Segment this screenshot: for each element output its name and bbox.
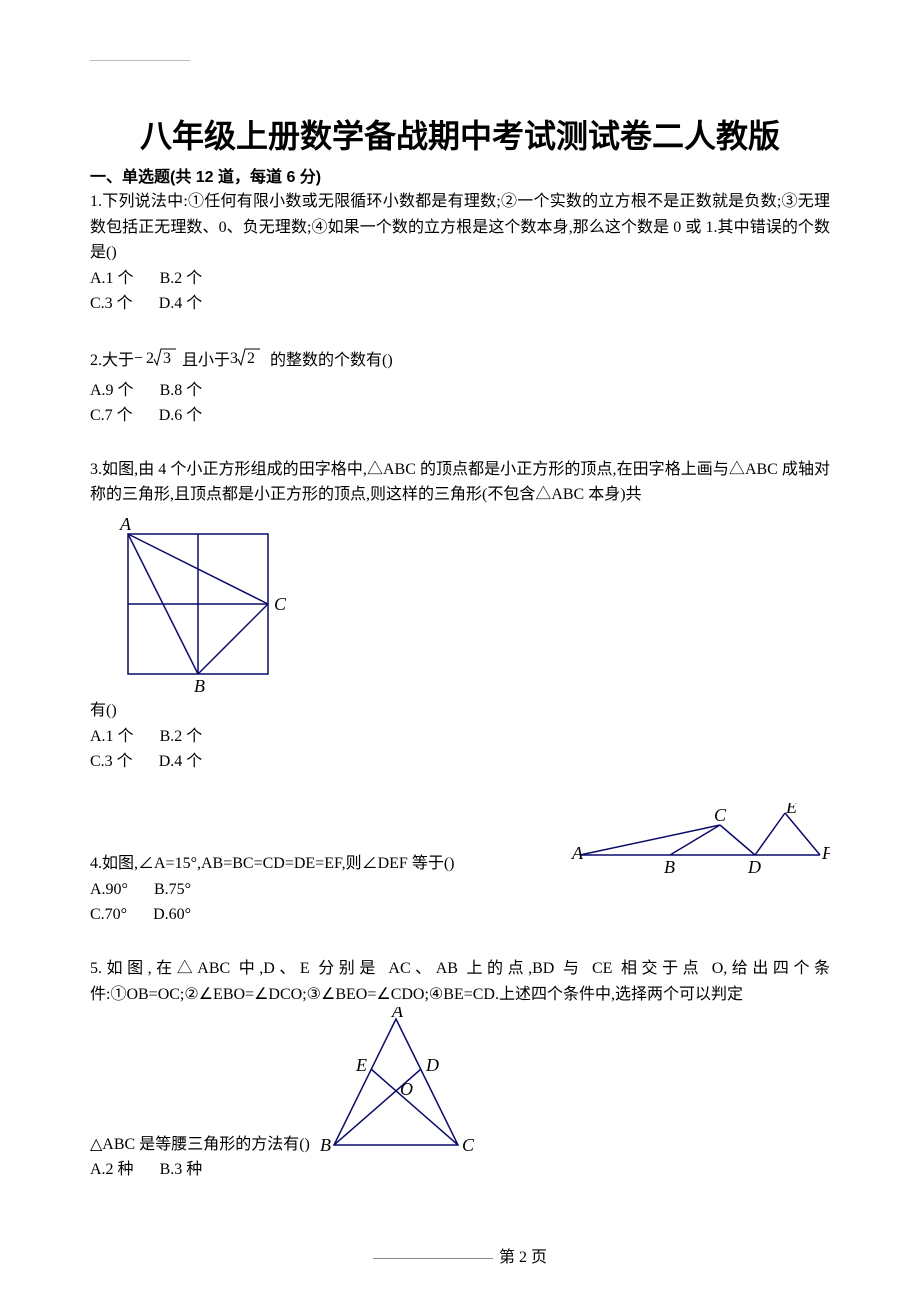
q2-opt-b: B.8 个 (160, 382, 203, 399)
q1-opt-c: C.3 个 (90, 295, 133, 312)
svg-text:D: D (747, 857, 761, 877)
svg-text:E: E (355, 1055, 367, 1075)
svg-text:2: 2 (247, 350, 255, 367)
q1-options: A.1 个 B.2 个 C.3 个 D.4 个 (90, 266, 830, 317)
q3-opt-b: B.2 个 (160, 728, 203, 745)
section-header: 一、单选题(共 12 道，每道 6 分) (90, 163, 830, 187)
svg-text:D: D (425, 1055, 439, 1075)
q2-suffix: 的整数的个数有() (266, 352, 393, 369)
q3-figure: A B C (108, 514, 288, 694)
svg-text:O: O (400, 1079, 413, 1099)
svg-text:2: 2 (146, 350, 154, 367)
footer-rule (373, 1258, 493, 1259)
top-hairline (90, 60, 190, 61)
q2-options: A.9 个 B.8 个 C.7 个 D.6 个 (90, 378, 830, 429)
q2-expr1: −23 (134, 345, 178, 378)
svg-text:C: C (274, 594, 287, 614)
svg-text:F: F (821, 843, 830, 863)
q2-mid: 且小于 (178, 352, 230, 369)
svg-text:C: C (462, 1135, 475, 1155)
question-4: 4.如图,∠A=15°,AB=BC=CD=DE=EF,则∠DEF 等于() A … (90, 803, 830, 928)
svg-text:A: A (571, 843, 584, 863)
svg-text:C: C (714, 805, 727, 825)
question-3: 3.如图,由 4 个小正方形组成的田字格中,△ABC 的顶点都是小正方形的顶点,… (90, 457, 830, 775)
q3-opt-c: C.3 个 (90, 753, 133, 770)
q3-opt-a: A.1 个 (90, 728, 134, 745)
q2-opt-a: A.9 个 (90, 382, 134, 399)
q2-text: 2.大于−23 且小于32 的整数的个数有() (90, 345, 830, 378)
page-footer: 第 2 页 (90, 1243, 830, 1267)
q3-opt-d: D.4 个 (159, 753, 203, 770)
q3-options: A.1 个 B.2 个 C.3 个 D.4 个 (90, 724, 830, 775)
q2-opt-c: C.7 个 (90, 407, 133, 424)
q2-opt-d: D.6 个 (159, 407, 203, 424)
q4-opt-a: A.90° (90, 881, 128, 898)
q4-text: 4.如图,∠A=15°,AB=BC=CD=DE=EF,则∠DEF 等于() (90, 851, 570, 877)
question-1: 1.下列说法中:①任何有限小数或无限循环小数都是有理数;②一个实数的立方根不是正… (90, 189, 830, 317)
q4-opt-c: C.70° (90, 906, 127, 923)
page-number: 第 2 页 (499, 1249, 547, 1266)
q5-opt-b: B.3 种 (160, 1161, 203, 1178)
q1-opt-a: A.1 个 (90, 270, 134, 287)
q4-opt-b: B.75° (154, 881, 191, 898)
q2-expr2: 32 (230, 345, 266, 378)
question-5: 5.如图,在△ABC 中,D、E 分别是 AC、AB 上的点,BD 与 CE 相… (90, 956, 830, 1183)
q3-text: 3.如图,由 4 个小正方形组成的田字格中,△ABC 的顶点都是小正方形的顶点,… (90, 457, 830, 508)
q5-opt-a: A.2 种 (90, 1161, 134, 1178)
q2-prefix: 2.大于 (90, 352, 134, 369)
q5-figure: A B C D E O (316, 1007, 476, 1157)
q4-options: A.90° B.75° C.70° D.60° (90, 877, 830, 928)
svg-text:B: B (320, 1135, 331, 1155)
svg-text:−: − (134, 350, 143, 367)
q5-options: A.2 种 B.3 种 (90, 1157, 830, 1183)
q4-opt-d: D.60° (153, 906, 191, 923)
svg-text:3: 3 (230, 350, 238, 367)
q1-text: 1.下列说法中:①任何有限小数或无限循环小数都是有理数;②一个实数的立方根不是正… (90, 189, 830, 266)
q5-tail: △ABC 是等腰三角形的方法有() (90, 1132, 310, 1158)
question-2: 2.大于−23 且小于32 的整数的个数有() A.9 个 B.8 个 C.7 … (90, 345, 830, 429)
svg-text:E: E (785, 803, 797, 817)
q5-text: 5.如图,在△ABC 中,D、E 分别是 AC、AB 上的点,BD 与 CE 相… (90, 956, 830, 1007)
svg-text:A: A (391, 1007, 404, 1021)
q1-opt-d: D.4 个 (159, 295, 203, 312)
svg-text:A: A (119, 514, 132, 534)
q4-figure: A B C D E F (570, 803, 830, 877)
q3-tail: 有() (90, 698, 830, 724)
svg-text:B: B (194, 676, 205, 694)
page-title: 八年级上册数学备战期中考试测试卷二人教版 (90, 111, 830, 157)
svg-text:3: 3 (163, 350, 171, 367)
svg-text:B: B (664, 857, 675, 877)
q1-opt-b: B.2 个 (160, 270, 203, 287)
